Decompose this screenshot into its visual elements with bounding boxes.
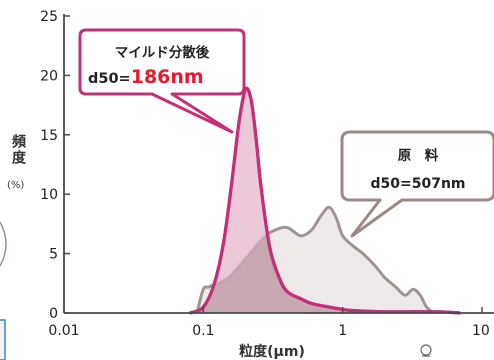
tick-labels: 0 5 10 15 20 25 0.01 0.1 1 10 bbox=[40, 9, 490, 339]
callout-mild-title: マイルド分散後 bbox=[115, 44, 210, 61]
x-tick-label: 10 bbox=[472, 323, 490, 339]
callout-mild-value-line: d50=186nm bbox=[88, 66, 204, 88]
y-axis-unit: (%) bbox=[7, 180, 24, 191]
distribution-areas bbox=[189, 86, 461, 315]
y-axis-label: 頻度 bbox=[10, 133, 26, 166]
callout-mild: マイルド分散後 d50=186nm bbox=[78, 28, 246, 134]
y-tick-label: 0 bbox=[49, 306, 58, 322]
y-tick-label: 5 bbox=[49, 247, 58, 263]
x-tick-label: 0.01 bbox=[48, 323, 79, 339]
callout-mild-prefix: d50= bbox=[88, 71, 131, 87]
y-tick-label: 15 bbox=[40, 128, 58, 144]
series-line-top bbox=[189, 86, 461, 315]
left-edge-card bbox=[0, 319, 6, 360]
axes bbox=[63, 14, 494, 314]
y-tick-label: 10 bbox=[40, 187, 58, 203]
callout-raw-title: 原 料 bbox=[398, 147, 439, 164]
x-tick-label: 1 bbox=[338, 323, 347, 339]
callout-raw: 原 料 d50=507nm bbox=[340, 130, 494, 238]
x-tick-label: 0.1 bbox=[192, 323, 214, 339]
left-edge-arc bbox=[0, 221, 7, 267]
callout-mild-value: 186nm bbox=[131, 66, 204, 88]
series-area bbox=[189, 88, 461, 314]
y-tick-label: 20 bbox=[40, 68, 58, 84]
x-axis-label: 粒度(μm) bbox=[239, 343, 305, 360]
callout-raw-text: d50=507nm bbox=[370, 176, 465, 192]
y-tick-label: 25 bbox=[40, 9, 58, 25]
corner-icon bbox=[420, 344, 432, 357]
